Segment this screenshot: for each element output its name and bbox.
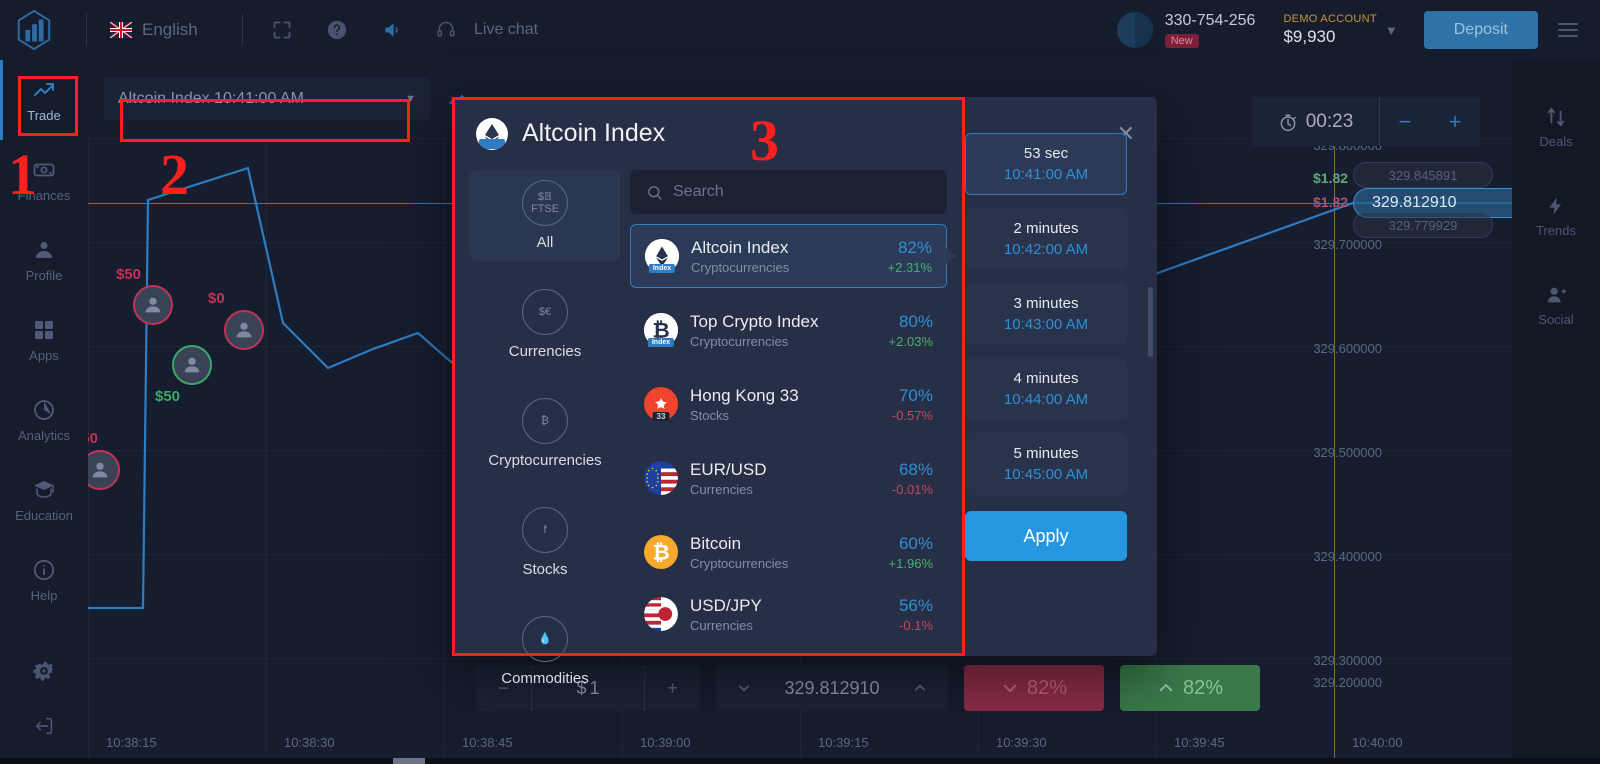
svg-text:₿: ₿ — [652, 540, 669, 564]
